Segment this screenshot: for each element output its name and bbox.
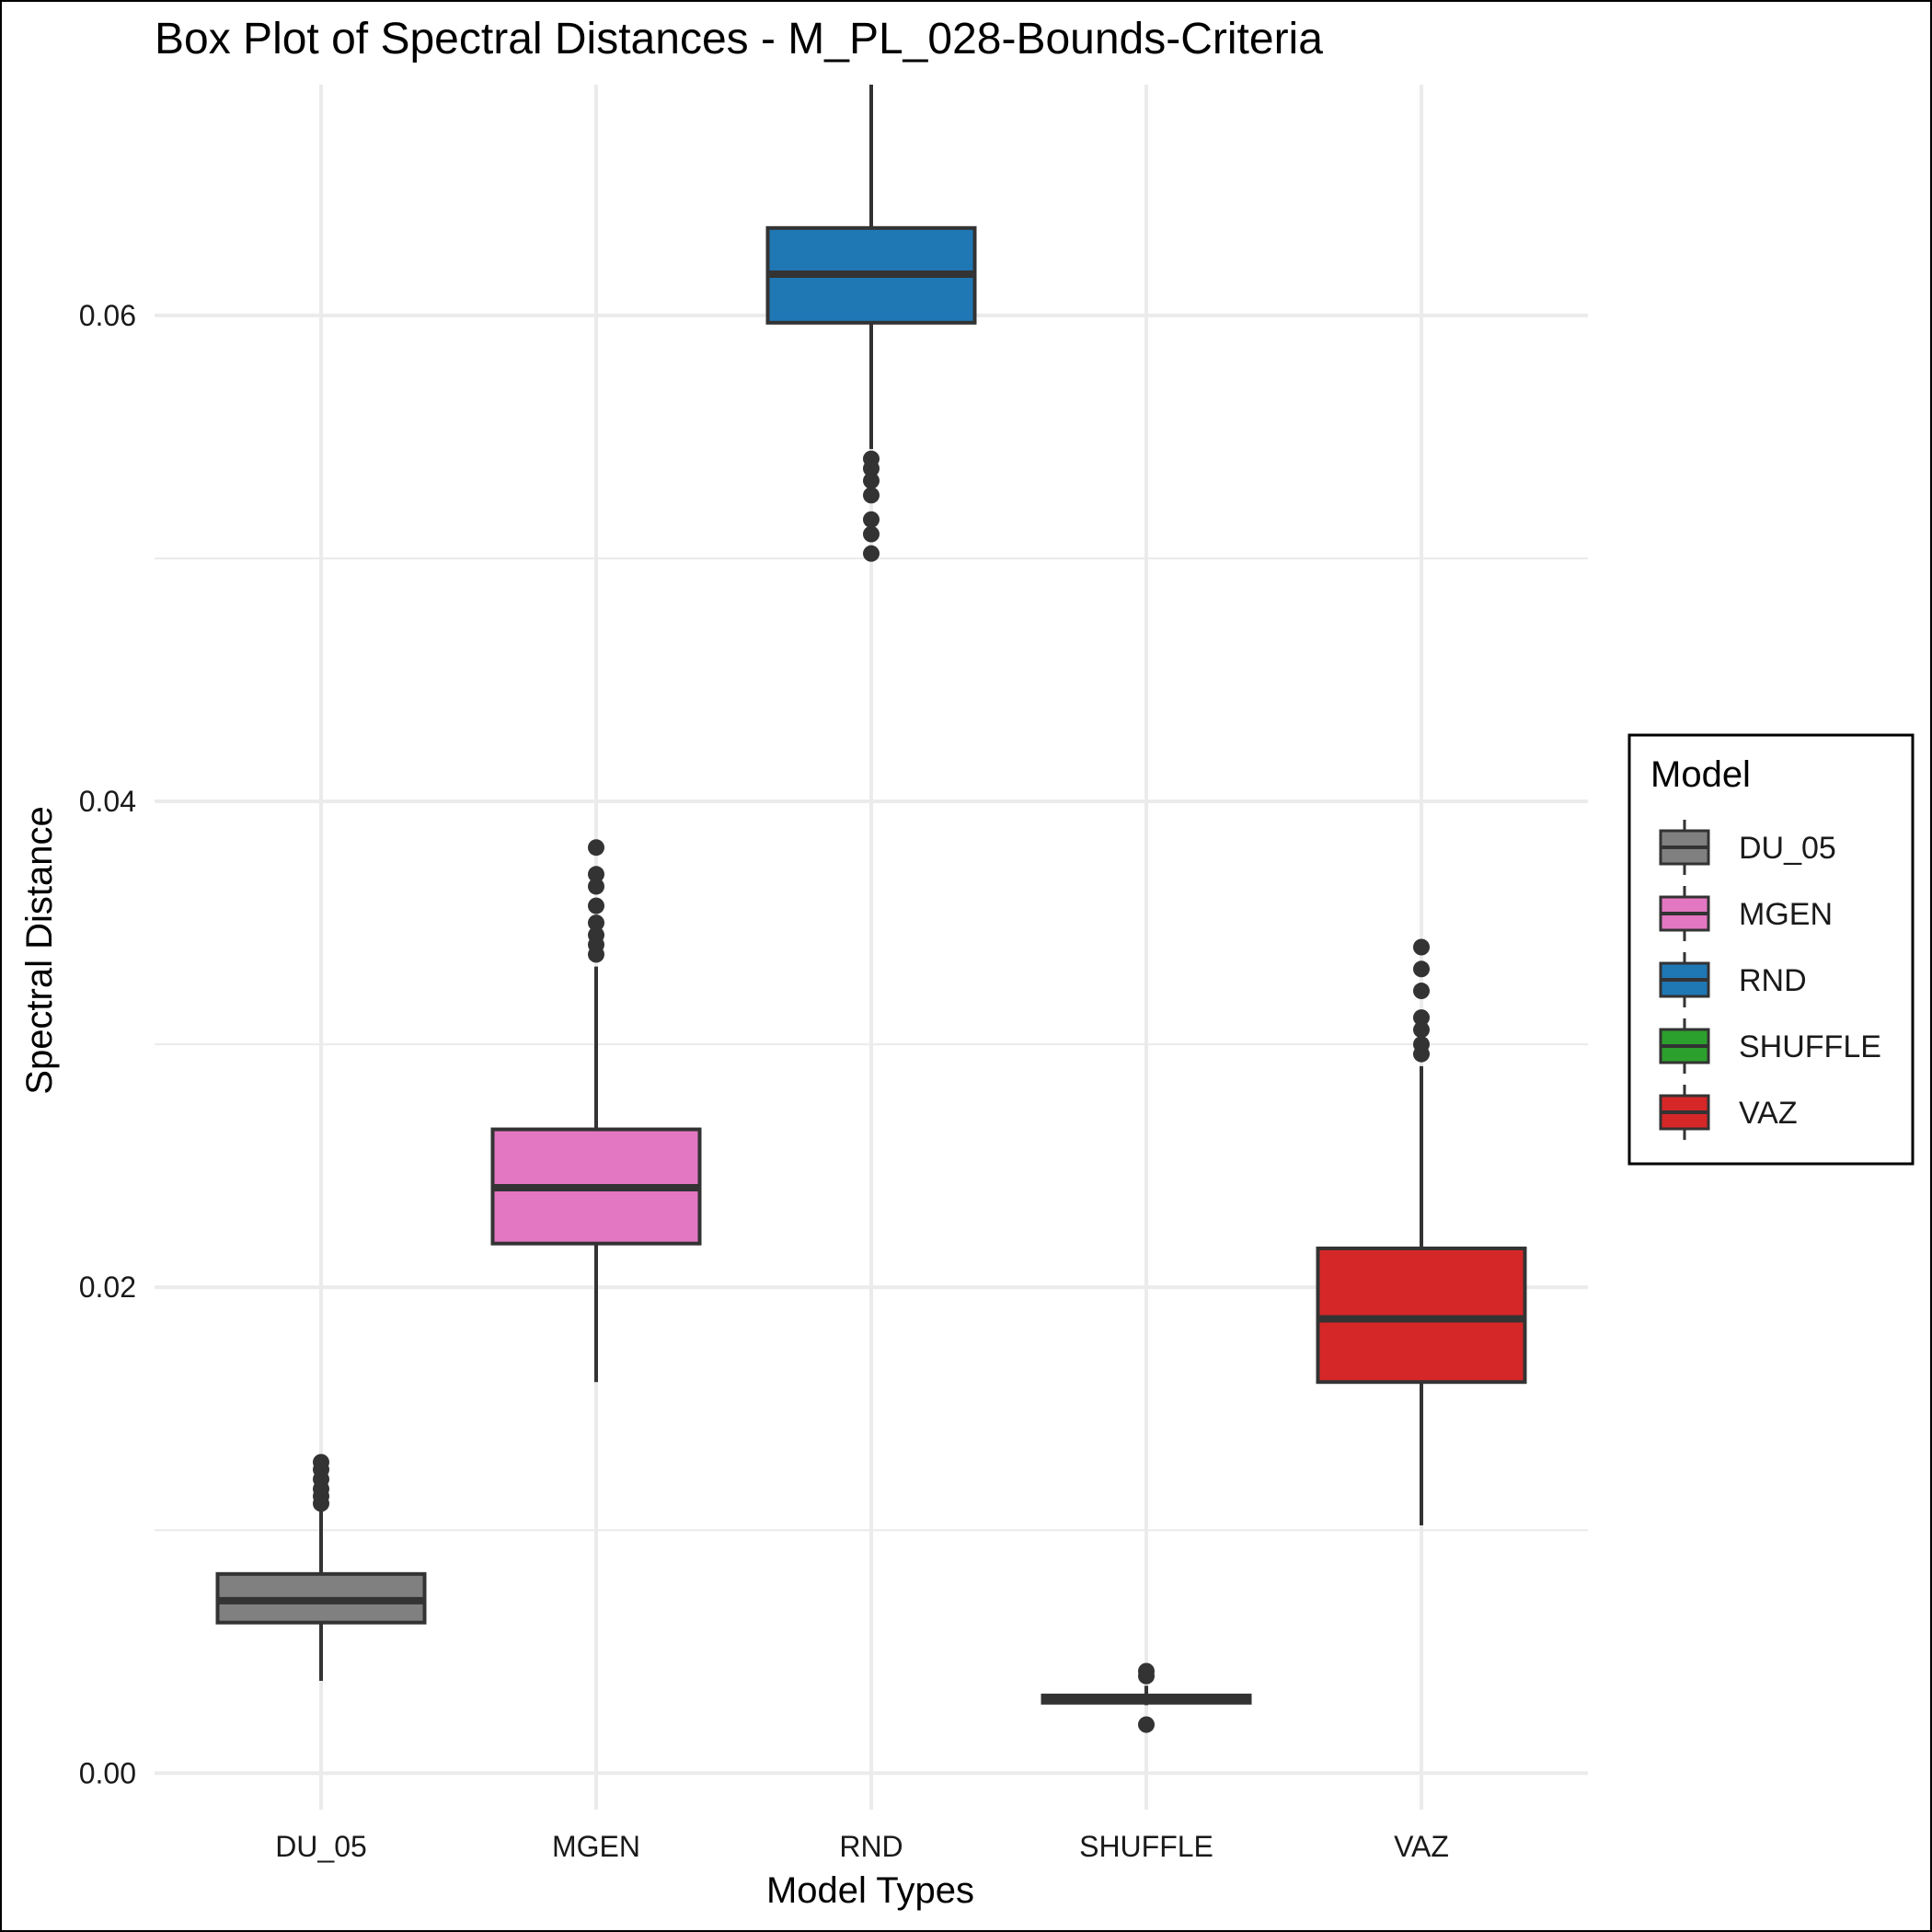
outlier-point [1413, 1009, 1430, 1027]
x-axis-title: Model Types [766, 1870, 974, 1911]
box-mgen [490, 839, 702, 1383]
legend-label: DU_05 [1739, 831, 1836, 866]
y-tick-label: 0.00 [79, 1756, 136, 1789]
legend-label: VAZ [1739, 1096, 1798, 1131]
box-marks [215, 85, 1527, 1733]
box-du-05 [215, 1454, 427, 1682]
legend-label: RND [1739, 963, 1807, 998]
outlier-point [863, 472, 880, 489]
box-shuffle [1041, 1662, 1252, 1733]
outlier-point [1413, 1021, 1430, 1039]
legend-items: DU_05 MGEN RND SHUFFLE VAZ [1659, 820, 1881, 1140]
legend-label: SHUFFLE [1739, 1029, 1881, 1064]
x-tick-label: DU_05 [275, 1830, 367, 1863]
legend: Model DU_05 MGEN RND SHUFFLE VAZ [1627, 733, 1915, 1166]
y-tick-label: 0.02 [79, 1271, 136, 1304]
outlier-point [863, 525, 880, 543]
outlier-point [863, 487, 880, 504]
x-tick-label: SHUFFLE [1079, 1830, 1213, 1863]
outlier-point [588, 926, 604, 944]
outlier-point [1413, 960, 1430, 978]
legend-title: Model [1650, 754, 1751, 795]
box-rnd [765, 85, 977, 562]
legend-item-du-05: DU_05 [1659, 820, 1836, 875]
outlier-point [588, 897, 604, 914]
outlier-point [863, 511, 880, 528]
y-axis-title: Spectral Distance [19, 806, 60, 1094]
y-tick-label: 0.06 [79, 299, 136, 332]
outlier-point [1138, 1716, 1155, 1733]
outlier-point [588, 839, 604, 857]
y-tick-labels: 0.00 0.02 0.04 0.06 [79, 299, 136, 1790]
legend-item-vaz: VAZ [1659, 1085, 1798, 1140]
x-tick-labels: DU_05 MGEN RND SHUFFLE VAZ [275, 1830, 1449, 1863]
legend-item-mgen: MGEN [1659, 886, 1833, 941]
y-tick-label: 0.04 [79, 785, 136, 818]
x-tick-label: RND [839, 1830, 903, 1863]
outlier-point [1138, 1662, 1155, 1680]
legend-item-rnd: RND [1659, 952, 1807, 1007]
outlier-point [313, 1454, 329, 1471]
x-tick-label: MGEN [552, 1830, 640, 1863]
outlier-point [1413, 983, 1430, 1000]
outlier-point [863, 545, 880, 562]
outlier-point [1413, 938, 1430, 956]
outlier-point [863, 450, 880, 467]
outlier-point [588, 914, 604, 932]
outlier-point [588, 878, 604, 895]
legend-box [1627, 733, 1915, 1166]
legend-label: MGEN [1739, 897, 1833, 932]
chart-title: Box Plot of Spectral Distances - M_PL_02… [155, 15, 1323, 63]
legend-item-shuffle: SHUFFLE [1659, 1018, 1881, 1074]
x-tick-label: VAZ [1394, 1830, 1449, 1863]
outlier-point [588, 866, 604, 883]
outlier-point [1413, 1036, 1430, 1053]
box-vaz [1316, 938, 1527, 1526]
